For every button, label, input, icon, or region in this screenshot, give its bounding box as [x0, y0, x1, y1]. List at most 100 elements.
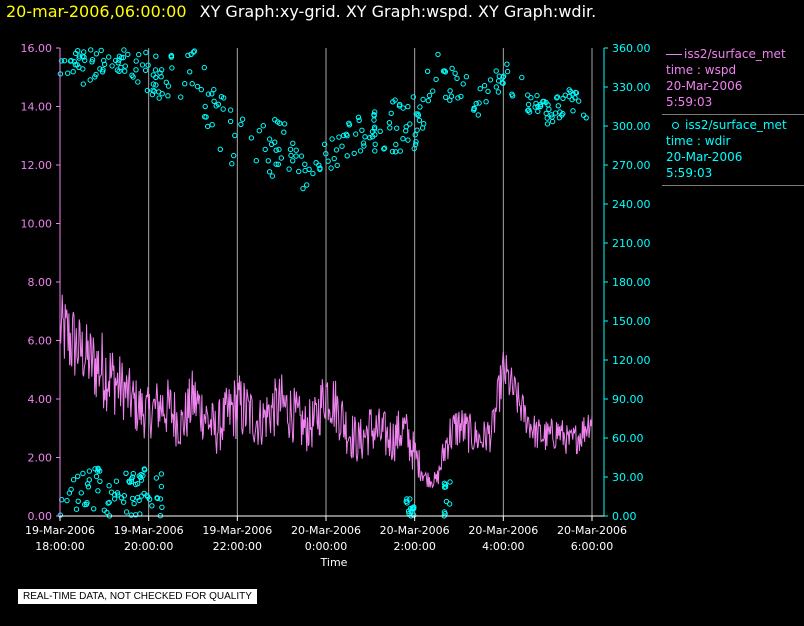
circle-marker-icon	[672, 122, 679, 129]
wdir-point	[435, 51, 441, 58]
wdir-point	[260, 123, 266, 129]
wdir-point	[396, 103, 403, 109]
wdir-point	[340, 132, 347, 139]
wdir-point	[424, 68, 431, 75]
wdir-point	[58, 58, 65, 64]
wdir-point	[549, 114, 555, 120]
wdir-point	[304, 182, 310, 188]
wdir-point	[70, 477, 77, 483]
left-tick-label: 16.00	[21, 42, 53, 55]
wdir-point	[537, 103, 544, 109]
wdir-point	[211, 86, 217, 93]
x-tick-date: 19-Mar-2006	[25, 524, 95, 537]
wdir-point	[333, 147, 340, 153]
wdir-point	[136, 497, 142, 504]
wdir-point	[290, 158, 296, 164]
wdir-point	[115, 492, 121, 498]
wdir-point	[187, 69, 193, 75]
wdir-point	[411, 512, 417, 518]
wdir-point	[425, 98, 431, 104]
left-tick-label: 12.00	[21, 159, 53, 172]
grid-lines	[59, 48, 593, 516]
wdir-point	[356, 117, 362, 124]
wdir-point	[300, 185, 306, 192]
wdir-point	[266, 169, 273, 175]
wdir-point	[481, 83, 488, 89]
wdir-point	[266, 136, 273, 142]
wdir-point	[331, 155, 337, 162]
wdir-point	[403, 128, 409, 134]
right-tick-label: 0.00	[612, 510, 637, 523]
title-bar: 20-mar-2006,06:00:00 XY Graph:xy-grid. X…	[6, 2, 596, 21]
wdir-point	[525, 101, 532, 108]
wdir-point	[158, 471, 165, 477]
wdir-point	[441, 480, 448, 486]
wdir-point	[493, 84, 499, 90]
wdir-point	[344, 133, 350, 139]
wdir-point	[447, 88, 453, 94]
wdir-point	[165, 93, 171, 99]
wdir-point	[97, 478, 103, 484]
wdir-point	[317, 166, 323, 173]
wdir-point	[165, 83, 172, 89]
wdir-point	[185, 52, 191, 59]
wdir-point	[121, 47, 127, 53]
wdir-point	[194, 83, 201, 90]
wdir-point	[205, 91, 212, 97]
wdir-point	[549, 118, 556, 125]
wdir-point	[150, 87, 156, 93]
wdir-point	[146, 496, 153, 502]
wdir-point	[546, 106, 552, 113]
left-tick-label: 14.00	[21, 101, 53, 114]
wdir-point	[80, 81, 87, 87]
wdir-point	[231, 152, 237, 159]
wdir-point	[458, 93, 464, 100]
wdir-point	[143, 49, 149, 56]
right-tick-label: 240.00	[612, 198, 651, 211]
wdir-point	[238, 121, 244, 128]
wdir-point	[306, 166, 312, 173]
wdir-point	[499, 80, 505, 86]
wdir-point	[209, 91, 215, 97]
wdir-point	[526, 109, 533, 115]
wdir-point	[80, 470, 86, 477]
wdir-point	[572, 95, 578, 101]
wdir-point	[153, 74, 159, 81]
wdir-point	[388, 110, 394, 117]
wdir-point	[205, 123, 211, 130]
wdir-point	[158, 483, 165, 490]
wdir-point	[76, 64, 82, 71]
wdir-point	[412, 132, 418, 138]
x-tick-time: 4:00:00	[482, 540, 524, 553]
wdir-point	[220, 106, 226, 112]
wdir-point	[473, 100, 479, 107]
wdir-point	[134, 495, 141, 501]
x-tick-date: 20-Mar-2006	[468, 524, 538, 537]
wdir-point	[580, 112, 587, 118]
x-tick-time: 0:00:00	[305, 540, 347, 553]
wdir-point	[87, 77, 93, 83]
wdir-point	[525, 92, 531, 98]
wdir-point	[75, 48, 81, 54]
wdir-point	[109, 63, 115, 69]
wdir-point	[130, 470, 137, 477]
disclaimer-label: REAL-TIME DATA, NOT CHECKED FOR QUALITY	[18, 589, 257, 604]
wdir-point	[133, 58, 139, 64]
wdir-point	[269, 173, 276, 179]
wdir-point	[410, 94, 416, 100]
right-tick-label: 90.00	[612, 393, 644, 406]
wdir-point	[149, 503, 155, 509]
wdir-point	[75, 498, 81, 504]
wdir-point	[389, 148, 396, 155]
wdir-point	[86, 468, 93, 474]
wdir-point	[325, 158, 331, 164]
right-tick-label: 180.00	[612, 276, 651, 289]
wdir-point	[447, 479, 453, 485]
right-tick-label: 30.00	[612, 471, 644, 484]
wdir-point	[519, 74, 525, 81]
legend-entry-wspd: iss2/surface_met time : wspd 20-Mar-2006…	[662, 44, 804, 115]
wdir-point	[287, 146, 294, 153]
wdir-point	[554, 95, 560, 101]
wdir-point	[528, 95, 534, 101]
